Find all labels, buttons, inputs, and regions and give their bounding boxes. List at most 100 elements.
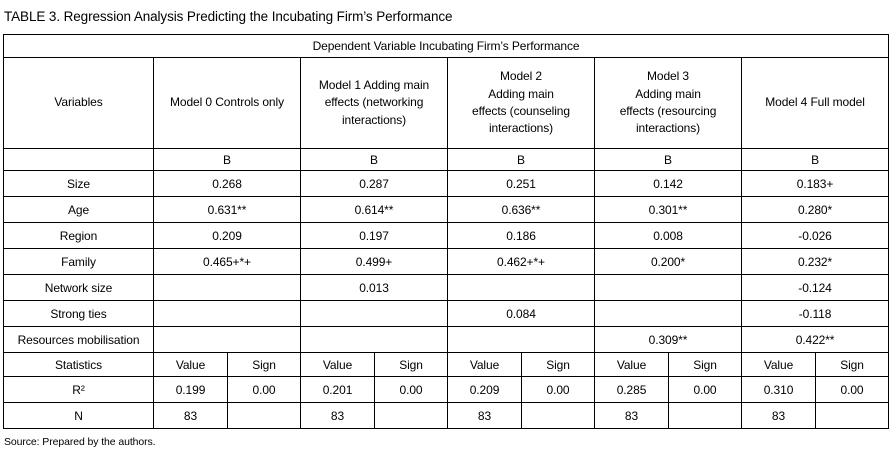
statistic-sign-cell [227,402,301,429]
statistic-sign-cell: 0.00 [227,376,301,403]
variable-row: Resources mobilisation 0.309** 0.422** [3,326,890,353]
statistic-label: N [3,402,154,429]
statistic-value-cell: 83 [153,402,228,429]
sign-header: Sign [521,352,595,377]
coefficient-cell: 0.614** [300,196,448,223]
coefficient-cell: 0.209 [153,222,301,249]
statistic-sign-cell: 0.00 [374,376,448,403]
statistics-section: Statistics Value Sign Value Sign Value Sign Va… [3,352,890,429]
coefficient-cell: 0.422** [740,326,890,353]
coefficient-cell: 0.287 [300,170,448,197]
sign-header: Sign [668,352,742,377]
coefficient-cell: 0.631** [153,196,301,223]
statistic-value-cell: 0.201 [300,376,375,403]
variable-rows-section: Size 0.268 0.287 0.251 0.142 0.183+ Age 0.631**… [3,170,890,353]
statistic-row: R² 0.199 0.00 0.201 0.00 0.209 0.00 0.285 0.00 0.… [3,376,890,403]
statistics-header-row: Statistics Value Sign Value Sign Value Sign Va… [3,352,890,377]
variable-label: Region [3,222,154,249]
variable-label: Network size [3,274,154,301]
variable-row: Size 0.268 0.287 0.251 0.142 0.183+ [3,170,890,197]
sign-header: Sign [227,352,301,377]
model-0-header: Model 0 Controls only [153,57,301,149]
value-header: Value [300,352,375,377]
statistic-sign-cell [814,402,890,429]
coefficient-cell: 0.301** [594,196,742,223]
coefficient-label-row: B B B B B [3,148,890,171]
coefficient-cell [447,274,595,301]
statistic-value-cell: 83 [447,402,522,429]
coefficient-cell: 0.636** [447,196,595,223]
coefficient-cell: 0.268 [153,170,301,197]
table-head: Dependent Variable Incubating Firm’s Per… [2,34,890,171]
coefficient-cell [300,326,448,353]
variable-label: Size [3,170,154,197]
b-label: B [740,148,890,171]
coefficient-cell: 0.142 [594,170,742,197]
coefficient-cell: 0.499+ [300,248,448,275]
coefficient-cell [594,274,742,301]
model-2-header: Model 2 Adding main effects (counseling … [447,57,595,149]
source-note: Source: Prepared by the authors. [4,436,156,448]
coefficient-cell: 0.008 [594,222,742,249]
coefficient-cell: 0.309** [594,326,742,353]
statistic-sign-cell [374,402,448,429]
variable-label: Strong ties [3,300,154,327]
value-header: Value [153,352,228,377]
variables-header: Variables [3,57,154,149]
dependent-variable-header: Dependent Variable Incubating Firm’s Per… [2,34,890,58]
coefficient-cell [447,326,595,353]
b-label: B [594,148,742,171]
b-label: B [153,148,301,171]
statistics-header: Statistics [3,352,154,377]
statistic-row: N 83 83 83 83 83 [3,402,890,429]
variable-label: Age [3,196,154,223]
value-header: Value [447,352,522,377]
sign-header: Sign [814,352,890,377]
model-4-header: Model 4 Full model [740,57,890,149]
statistic-value-cell: 0.199 [153,376,228,403]
coefficient-cell: 0.186 [447,222,595,249]
coefficient-cell [300,300,448,327]
coefficient-cell: 0.462+*+ [447,248,595,275]
coefficient-cell [594,300,742,327]
empty-corner-cell [3,148,154,171]
coefficient-cell: -0.026 [740,222,890,249]
coefficient-cell: 0.232* [740,248,890,275]
table-title: TABLE 3. Regression Analysis Predicting … [4,9,453,24]
variable-row: Network size 0.013 -0.124 [3,274,890,301]
coefficient-cell: 0.280* [740,196,890,223]
regression-table: Dependent Variable Incubating Firm’s Per… [2,34,890,429]
coefficient-cell: 0.200* [594,248,742,275]
model-header-row: Variables Model 0 Controls only Model 1 … [3,57,890,149]
variable-label: Family [3,248,154,275]
model-1-header: Model 1 Adding main effects (networking … [300,57,448,149]
b-label: B [300,148,448,171]
dependent-variable-row: Dependent Variable Incubating Firm’s Per… [2,34,890,58]
coefficient-cell [153,326,301,353]
statistic-value-cell: 0.310 [741,376,816,403]
coefficient-cell [153,300,301,327]
statistic-sign-cell: 0.00 [668,376,742,403]
coefficient-cell: 0.197 [300,222,448,249]
coefficient-cell: 0.251 [447,170,595,197]
statistic-value-cell: 83 [594,402,669,429]
statistic-sign-cell: 0.00 [521,376,595,403]
statistic-label: R² [3,376,154,403]
statistic-sign-cell: 0.00 [814,376,890,403]
statistic-sign-cell [668,402,742,429]
coefficient-cell: 0.183+ [740,170,890,197]
variable-row: Age 0.631** 0.614** 0.636** 0.301** 0.280* [3,196,890,223]
coefficient-cell: 0.013 [300,274,448,301]
coefficient-cell: 0.465+*+ [153,248,301,275]
model-3-header: Model 3 Adding main effects (resourcing … [594,57,742,149]
sign-header: Sign [374,352,448,377]
coefficient-cell [153,274,301,301]
statistic-value-cell: 0.285 [594,376,669,403]
coefficient-cell: -0.118 [740,300,890,327]
variable-row: Strong ties 0.084 -0.118 [3,300,890,327]
coefficient-cell: -0.124 [740,274,890,301]
statistic-value-cell: 0.209 [447,376,522,403]
variable-row: Region 0.209 0.197 0.186 0.008 -0.026 [3,222,890,249]
statistic-value-cell: 83 [741,402,816,429]
statistic-value-cell: 83 [300,402,375,429]
